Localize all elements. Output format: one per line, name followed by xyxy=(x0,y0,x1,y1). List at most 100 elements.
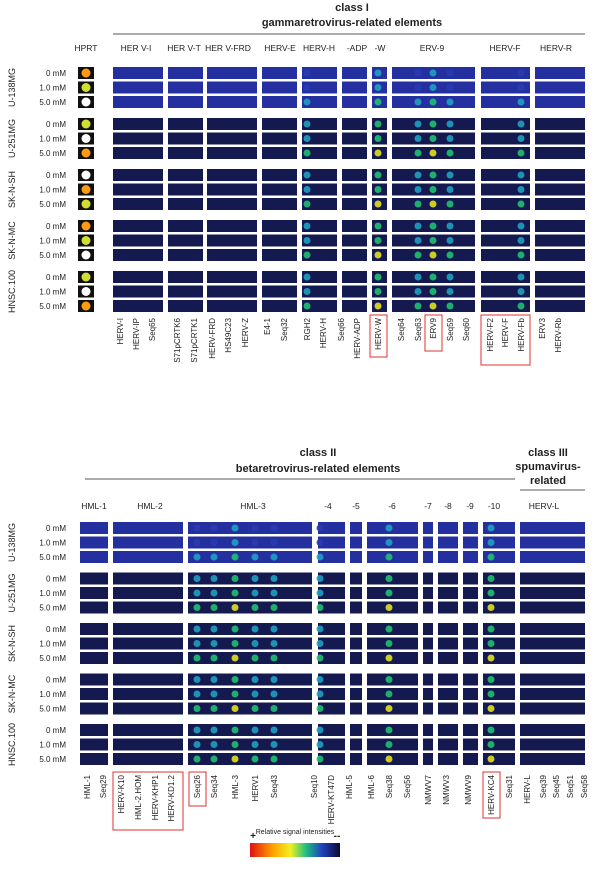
probe-label: HERV-K10 xyxy=(117,774,126,813)
concentration-label: 1.0 mM xyxy=(39,640,66,649)
array-panel xyxy=(438,587,458,599)
array-panel xyxy=(113,285,163,298)
array-panel xyxy=(168,234,203,247)
array-panel xyxy=(262,234,297,247)
array-spot xyxy=(316,575,324,582)
array-panel xyxy=(438,637,458,650)
array-panel xyxy=(318,601,345,614)
array-spot xyxy=(316,705,324,712)
array-spot xyxy=(316,654,324,662)
concentration-label: 5.0 mM xyxy=(39,149,66,158)
array-spot xyxy=(210,676,218,683)
array-panel xyxy=(168,96,203,108)
array-panel xyxy=(188,724,312,736)
array-panel xyxy=(302,118,337,130)
array-panel xyxy=(318,623,345,635)
array-spot xyxy=(231,589,239,597)
array-spot xyxy=(210,553,218,561)
array-panel xyxy=(520,587,585,599)
array-spot xyxy=(446,273,454,281)
array-panel xyxy=(535,220,585,232)
array-spot xyxy=(446,237,454,244)
array-spot xyxy=(374,200,382,208)
array-panel xyxy=(302,147,337,159)
array-panel xyxy=(113,271,163,283)
array-panel xyxy=(481,198,530,210)
array-spot xyxy=(270,640,278,647)
array-panel xyxy=(520,522,585,534)
array-spot xyxy=(316,676,324,683)
array-spot xyxy=(270,654,278,662)
cell-line-label: HNSC.100 xyxy=(7,270,17,313)
array-spot xyxy=(385,524,393,532)
array-spot xyxy=(193,604,201,611)
array-panel xyxy=(188,551,312,563)
array-panel xyxy=(80,587,108,599)
array-panel xyxy=(302,285,337,298)
array-spot xyxy=(231,705,239,712)
array-panel xyxy=(262,169,297,181)
array-panel xyxy=(535,249,585,261)
array-spot xyxy=(517,200,525,208)
array-panel xyxy=(535,183,585,196)
group-label: -7 xyxy=(424,501,432,511)
array-panel xyxy=(302,271,337,283)
array-panel xyxy=(463,572,478,585)
array-spot xyxy=(385,625,393,633)
array-spot xyxy=(193,553,201,561)
array-panel xyxy=(535,169,585,181)
array-panel xyxy=(188,601,312,614)
class-subtitle: gammaretrovirus-related elements xyxy=(262,17,442,29)
array-panel xyxy=(438,522,458,534)
probe-label: HML-5 xyxy=(345,774,354,799)
array-spot xyxy=(446,135,454,142)
array-spot xyxy=(231,654,239,662)
array-spot xyxy=(231,726,239,734)
concentration-label: 5.0 mM xyxy=(39,98,66,107)
array-spot xyxy=(231,640,239,647)
array-panel xyxy=(342,183,367,196)
cell-line-label: SK-N-SH xyxy=(7,171,17,208)
array-spot xyxy=(429,288,437,295)
array-spot xyxy=(270,553,278,561)
array-spot xyxy=(446,200,454,208)
array-panel xyxy=(188,702,312,715)
array-spot xyxy=(193,676,201,683)
array-panel xyxy=(342,96,367,108)
array-panel xyxy=(535,96,585,108)
array-spot xyxy=(487,640,495,647)
array-spot xyxy=(429,273,437,281)
array-panel xyxy=(262,67,297,79)
array-spot xyxy=(303,149,311,157)
array-spot xyxy=(251,640,259,647)
array-spot xyxy=(385,726,393,734)
array-spot xyxy=(487,575,495,582)
array-spot xyxy=(251,690,259,698)
array-spot xyxy=(374,120,382,128)
array-panel xyxy=(520,572,585,585)
array-panel xyxy=(168,271,203,283)
array-spot xyxy=(414,200,422,208)
array-spot xyxy=(487,654,495,662)
array-panel xyxy=(188,688,312,700)
probe-label: HML-1 xyxy=(83,774,92,799)
probe-label: Seq64 xyxy=(397,317,406,341)
array-spot xyxy=(487,690,495,698)
probe-label: Seq26 xyxy=(193,774,202,798)
array-panel xyxy=(207,96,257,108)
array-panel xyxy=(207,220,257,232)
group-label: HML-3 xyxy=(240,501,266,511)
cell-line-label: U-251MG xyxy=(7,119,17,158)
array-panel xyxy=(438,724,458,736)
array-spot xyxy=(487,741,495,748)
array-spot xyxy=(251,755,259,763)
array-panel xyxy=(188,623,312,635)
array-panel xyxy=(318,753,345,765)
array-spot xyxy=(210,705,218,712)
array-spot xyxy=(251,654,259,662)
array-spot xyxy=(270,741,278,748)
array-panel xyxy=(463,753,478,765)
probe-label: HERV-KT47D xyxy=(327,775,336,824)
array-panel xyxy=(438,551,458,563)
array-panel xyxy=(350,572,362,585)
